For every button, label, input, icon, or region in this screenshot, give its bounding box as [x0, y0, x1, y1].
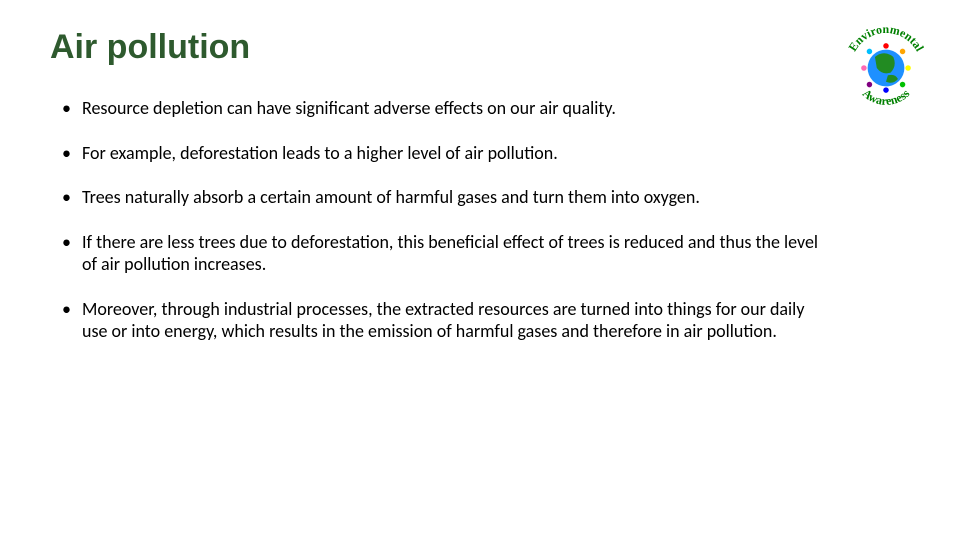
slide-container: Air pollution Resource depletion can hav… — [0, 0, 960, 540]
bullet-item: Resource depletion can have significant … — [62, 97, 832, 120]
logo-top-text: Environmental — [845, 22, 927, 54]
bullet-list: Resource depletion can have significant … — [50, 97, 910, 343]
environmental-awareness-logo: Environmental Awareness — [840, 22, 932, 114]
bullet-item: For example, deforestation leads to a hi… — [62, 142, 832, 165]
bullet-item: If there are less trees due to deforesta… — [62, 231, 832, 276]
logo-svg: Environmental Awareness — [840, 22, 932, 114]
bullet-item: Moreover, through industrial processes, … — [62, 298, 832, 343]
bullet-item: Trees naturally absorb a certain amount … — [62, 186, 832, 209]
slide-title: Air pollution — [50, 28, 910, 67]
